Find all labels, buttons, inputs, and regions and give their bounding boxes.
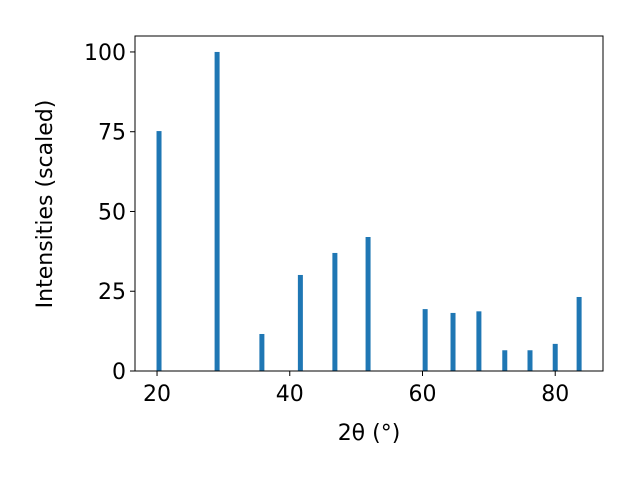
- plot-frame: [134, 35, 604, 372]
- y-tick-label: 100: [84, 41, 126, 66]
- bar: [552, 343, 558, 371]
- x-axis-label: 2θ (°): [338, 421, 401, 446]
- bar: [332, 252, 338, 371]
- bar: [365, 237, 371, 371]
- x-tick-label: 20: [143, 382, 171, 407]
- bar: [422, 309, 428, 371]
- bar: [576, 296, 582, 371]
- x-tick-label: 60: [408, 382, 436, 407]
- bar: [259, 333, 265, 371]
- bar: [527, 350, 533, 371]
- y-tick-label: 75: [98, 121, 126, 146]
- bar: [476, 311, 482, 371]
- bar: [156, 131, 162, 371]
- y-tick-label: 0: [112, 360, 126, 385]
- bar: [502, 350, 508, 371]
- bar: [214, 51, 220, 371]
- y-tick-label: 25: [98, 280, 126, 305]
- bar: [450, 312, 456, 371]
- x-tick-label: 40: [276, 382, 304, 407]
- bar: [297, 274, 303, 371]
- y-axis-label: Intensities (scaled): [33, 100, 58, 309]
- y-tick-label: 50: [98, 200, 126, 225]
- x-tick-label: 80: [541, 382, 569, 407]
